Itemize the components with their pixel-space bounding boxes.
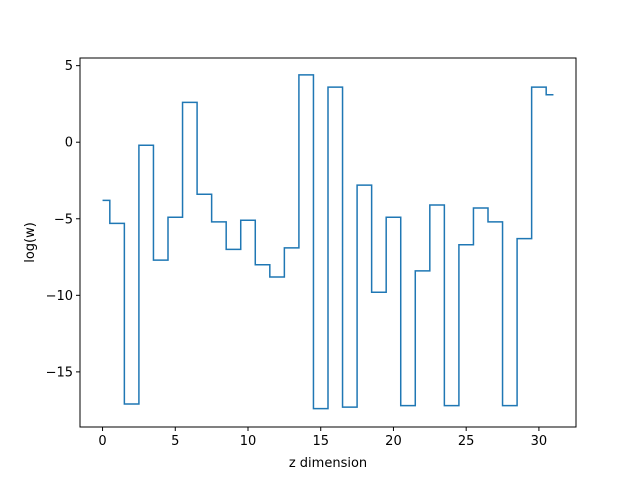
x-tick-label: 5 (171, 434, 179, 449)
x-tick-label: 30 (531, 434, 548, 449)
x-axis-label: z dimension (289, 456, 367, 471)
x-tick-label: 15 (312, 434, 329, 449)
plot-frame (79, 57, 577, 428)
y-axis-label: log(w) (23, 222, 38, 263)
y-tick-label: −15 (46, 365, 73, 380)
x-tick-label: 20 (385, 434, 402, 449)
series-line (102, 74, 554, 410)
y-tick-label: −10 (46, 289, 73, 304)
y-tick-label: 0 (65, 136, 73, 151)
x-tick-label: 0 (98, 434, 106, 449)
y-tick-label: −5 (54, 212, 73, 227)
x-tick-label: 25 (458, 434, 475, 449)
x-tick-label: 10 (240, 434, 257, 449)
y-tick-label: 5 (65, 59, 73, 74)
